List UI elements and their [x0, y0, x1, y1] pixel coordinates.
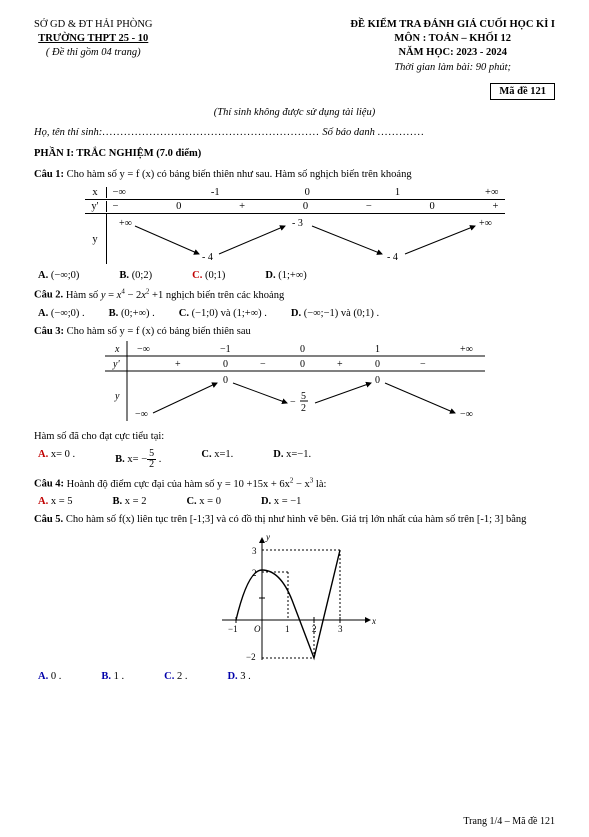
- notice: (Thí sinh không được sử dụng tài liệu): [34, 106, 555, 121]
- q5: Câu 5. Cho hàm số f(x) liên tục trên [-1…: [34, 513, 555, 528]
- svg-text:+: +: [337, 359, 343, 370]
- svg-text:2: 2: [301, 403, 306, 414]
- svg-text:+∞: +∞: [119, 218, 132, 229]
- svg-text:+∞: +∞: [479, 218, 492, 229]
- svg-text:−: −: [290, 397, 296, 408]
- q4: Câu 4: Hoành độ điểm cực đại của hàm số …: [34, 476, 555, 492]
- header-right: ĐỀ KIỂM TRA ĐÁNH GIÁ CUỐI HỌC KÌ I MÔN :…: [350, 18, 555, 75]
- q2: Câu 2. Hàm số y = x4 − 2x2 +1 nghịch biế…: [34, 287, 555, 303]
- svg-text:−1: −1: [220, 344, 231, 355]
- svg-text:3: 3: [338, 624, 343, 634]
- svg-text:x: x: [114, 344, 120, 355]
- svg-text:1: 1: [285, 624, 290, 634]
- svg-text:−: −: [260, 359, 266, 370]
- svg-text:−2: −2: [246, 652, 256, 662]
- subject: MÔN : TOÁN – KHỐI 12: [350, 32, 555, 46]
- svg-text:0: 0: [375, 359, 380, 370]
- svg-text:0: 0: [375, 375, 380, 386]
- duration: Thời gian làm bài: 90 phút;: [350, 61, 555, 75]
- q3-options: A. x= 0 . B. x= −52 . C. x=1. D. x=−1.: [38, 449, 555, 470]
- q1: Câu 1: Cho hàm số y = f (x) có bảng biến…: [34, 168, 555, 183]
- svg-text:- 4: - 4: [202, 252, 213, 263]
- svg-text:O: O: [254, 624, 261, 634]
- svg-text:0: 0: [300, 359, 305, 370]
- q2-options: A. (−∞;0) . B. (0;+∞) . C. (−1;0) và (1;…: [38, 308, 555, 319]
- dept: SỞ GD & ĐT HẢI PHÒNG: [34, 18, 153, 32]
- svg-text:+: +: [175, 359, 181, 370]
- pages-note: ( Đề thi gồm 04 trang): [34, 46, 153, 60]
- footer: Trang 1/4 – Mã đề 121: [463, 816, 555, 827]
- q3-table: x y' y −∞ −1 0 1 +∞ + 0 − 0 + 0 − 0 0 −∞…: [105, 341, 485, 424]
- q1-options: A. (−∞;0) B. (0;2) C. (0;1) D. (1;+∞): [38, 270, 555, 281]
- svg-text:+∞: +∞: [460, 344, 473, 355]
- q3-tail: Hàm số đã cho đạt cực tiểu tại:: [34, 430, 555, 445]
- part1-title: PHẦN I: TRẮC NGHIỆM (7.0 điểm): [34, 147, 555, 162]
- q1-arrows: +∞ - 3 +∞ - 4 - 4: [107, 214, 505, 264]
- q5-graph: x y −1 2 3 O 2 3 −2 1: [210, 532, 380, 667]
- q4-options: A. x = 5 B. x = 2 C. x = 0 D. x = −1: [38, 496, 555, 507]
- q5-options: A. 0 . B. 1 . C. 2 . D. 3 .: [38, 671, 555, 682]
- svg-text:y': y': [112, 359, 120, 370]
- svg-text:−∞: −∞: [460, 409, 473, 420]
- header-left: SỞ GD & ĐT HẢI PHÒNG TRƯỜNG THPT 25 - 10…: [34, 18, 153, 75]
- svg-text:0: 0: [300, 344, 305, 355]
- svg-text:y: y: [265, 532, 270, 542]
- svg-text:−: −: [420, 359, 426, 370]
- svg-text:0: 0: [223, 375, 228, 386]
- name-line: Họ, tên thí sinh: Số báo danh: [34, 126, 555, 141]
- svg-text:y: y: [114, 391, 120, 402]
- svg-text:−1: −1: [228, 624, 238, 634]
- svg-text:1: 1: [375, 344, 380, 355]
- q1-table: x −∞-101+∞ y' −0+0−0+ y +∞ - 3 +∞ - 4 - …: [85, 186, 505, 264]
- svg-text:- 3: - 3: [292, 218, 303, 229]
- svg-text:0: 0: [223, 359, 228, 370]
- svg-text:−∞: −∞: [135, 409, 148, 420]
- svg-text:x: x: [371, 616, 376, 626]
- q3: Câu 3: Cho hàm số y = f (x) có bảng biến…: [34, 325, 555, 340]
- svg-text:−∞: −∞: [137, 344, 150, 355]
- exam-code: Mã đề 121: [490, 83, 555, 100]
- exam-title: ĐỀ KIỂM TRA ĐÁNH GIÁ CUỐI HỌC KÌ I: [350, 18, 555, 32]
- svg-text:3: 3: [252, 546, 257, 556]
- svg-text:5: 5: [301, 391, 306, 402]
- school: TRƯỜNG THPT 25 - 10: [34, 32, 153, 46]
- year: NĂM HỌC: 2023 - 2024: [350, 46, 555, 60]
- svg-text:- 4: - 4: [387, 252, 398, 263]
